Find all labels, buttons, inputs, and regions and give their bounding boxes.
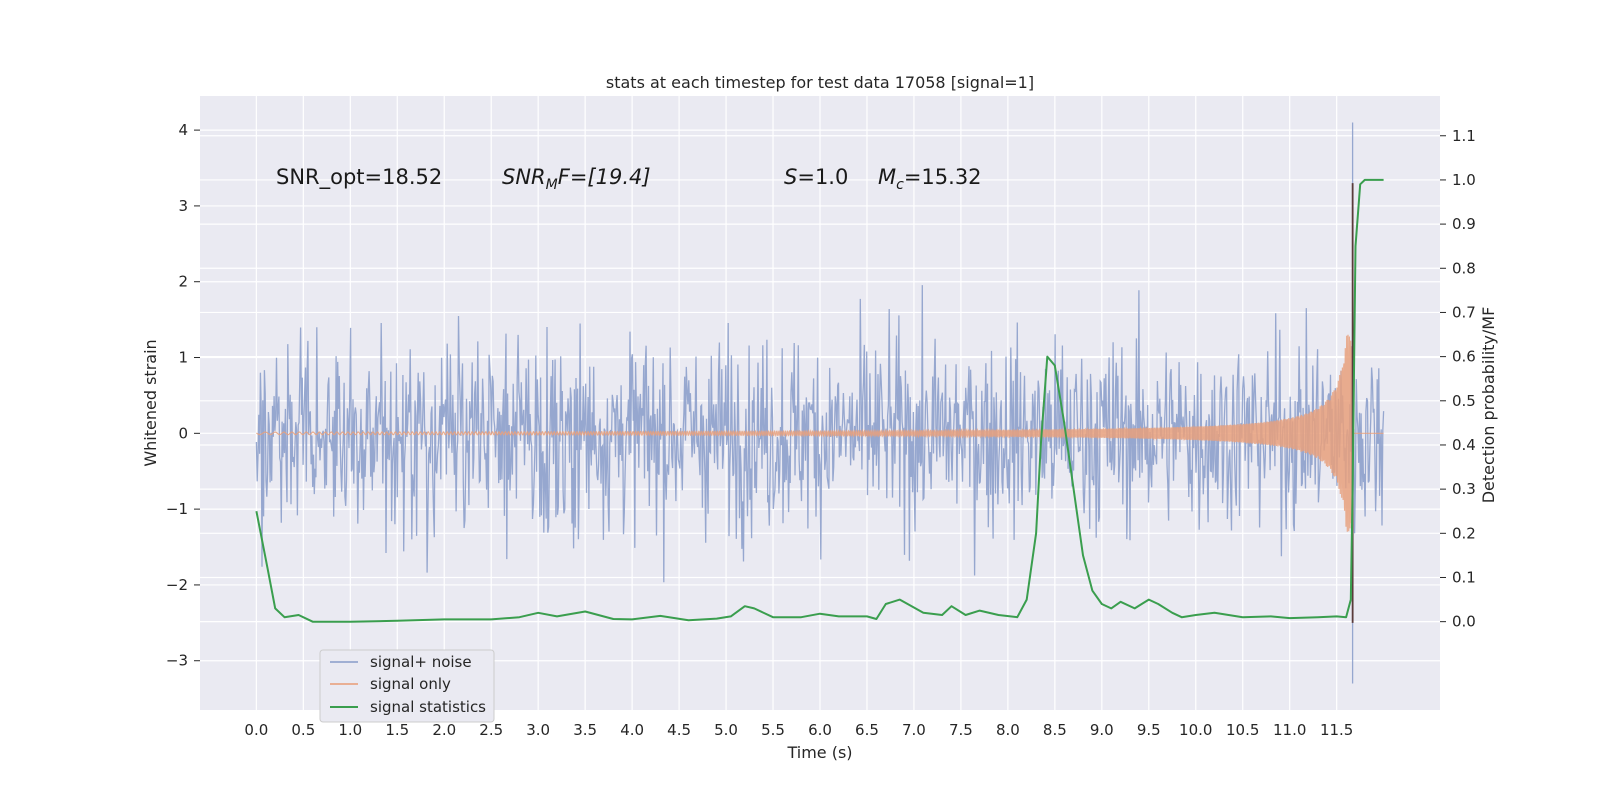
- x-tick-label: 1.5: [385, 721, 409, 739]
- annotation-snr-mf: SNRMF=[19.4]: [502, 165, 651, 193]
- y-right-tick-label: 1.1: [1452, 127, 1476, 145]
- y-axis-right-label: Detection probability/MF: [1479, 307, 1498, 504]
- x-tick-label: 3.0: [526, 721, 550, 739]
- x-tick-label: 4.5: [667, 721, 691, 739]
- mc-symbol: M: [878, 165, 896, 189]
- y-right-tick-label: 0.3: [1452, 480, 1476, 498]
- y-axis-label: Whitened strain: [141, 339, 160, 466]
- x-tick-label: 2.5: [479, 721, 503, 739]
- x-tick-label: 10.0: [1179, 721, 1212, 739]
- legend-label-signal-statistics: signal statistics: [370, 698, 486, 716]
- y-right-tick-label: 0.0: [1452, 613, 1476, 631]
- x-tick-label: 4.0: [620, 721, 644, 739]
- y-tick-label: −2: [166, 576, 188, 594]
- y-tick-label: 3: [178, 197, 188, 215]
- legend-box: [319, 649, 495, 723]
- grid-lines: [200, 96, 1440, 710]
- x-tick-label: 7.5: [949, 721, 973, 739]
- x-tick-label: 7.0: [902, 721, 926, 739]
- y-right-tick-label: 0.9: [1452, 215, 1476, 233]
- series-layer: [255, 122, 1385, 684]
- x-tick-label: 11.5: [1320, 721, 1353, 739]
- y-tick-label: −3: [166, 652, 188, 670]
- y-tick-label: 4: [178, 121, 188, 139]
- y-right-tick-label: 0.1: [1452, 568, 1476, 586]
- y-right-tick-label: 0.2: [1452, 524, 1476, 542]
- legend-label-signal-only: signal only: [370, 675, 451, 693]
- annotation-mc: Mc=15.32: [878, 165, 982, 193]
- s-value: =1.0: [797, 165, 848, 189]
- legend: signal+ noise signal only signal statist…: [319, 649, 495, 723]
- y-right-tick-label: 0.6: [1452, 348, 1476, 366]
- y-right-tick-label: 0.7: [1452, 303, 1476, 321]
- x-tick-label: 9.0: [1090, 721, 1114, 739]
- x-tick-label: 11.0: [1273, 721, 1306, 739]
- y-tick-label: 2: [178, 273, 188, 291]
- y-right-tick-label: 0.5: [1452, 392, 1476, 410]
- annotation-snr-opt: SNR_opt=18.52: [276, 165, 442, 190]
- x-tick-label: 5.0: [714, 721, 738, 739]
- y-right-tick-label: 0.4: [1452, 436, 1476, 454]
- x-tick-label: 8.0: [996, 721, 1020, 739]
- chart-title: stats at each timestep for test data 170…: [606, 73, 1034, 92]
- x-tick-label: 1.0: [338, 721, 362, 739]
- y-tick-label: −1: [166, 500, 188, 518]
- x-tick-label: 3.5: [573, 721, 597, 739]
- x-tick-label: 9.5: [1137, 721, 1161, 739]
- x-tick-label: 0.5: [291, 721, 315, 739]
- annotation-s: S=1.0: [784, 165, 848, 189]
- snr-mf-subscript: M: [546, 177, 558, 193]
- x-tick-label: 0.0: [244, 721, 268, 739]
- x-tick-label: 8.5: [1043, 721, 1067, 739]
- y-tick-label: 1: [178, 349, 188, 367]
- x-axis-label: Time (s): [786, 743, 852, 762]
- y-right-tick-label: 0.8: [1452, 259, 1476, 277]
- x-tick-label: 5.5: [761, 721, 785, 739]
- snr-mf-value: F=[19.4]: [558, 165, 651, 189]
- ticks: 0.0 0.5 1.0 1.5 2.0 2.5 3.0 3.5 4.0 4.5 5.0 5.5 6.0 6…: [166, 121, 1476, 739]
- snr-mf-symbol: SNR: [502, 165, 546, 189]
- x-tick-label: 6.5: [855, 721, 879, 739]
- x-tick-label: 2.0: [432, 721, 456, 739]
- mc-value: =15.32: [904, 165, 982, 189]
- x-tick-label: 6.0: [808, 721, 832, 739]
- x-tick-label: 10.5: [1226, 721, 1259, 739]
- s-symbol: S: [784, 165, 797, 189]
- legend-label-signal-noise: signal+ noise: [370, 653, 472, 671]
- series-signal-statistics: [255, 178, 1384, 623]
- y-right-tick-label: 1.0: [1452, 171, 1476, 189]
- series-signal-only: [256, 334, 1384, 532]
- mc-subscript: c: [896, 177, 904, 193]
- y-tick-label: 0: [178, 424, 188, 442]
